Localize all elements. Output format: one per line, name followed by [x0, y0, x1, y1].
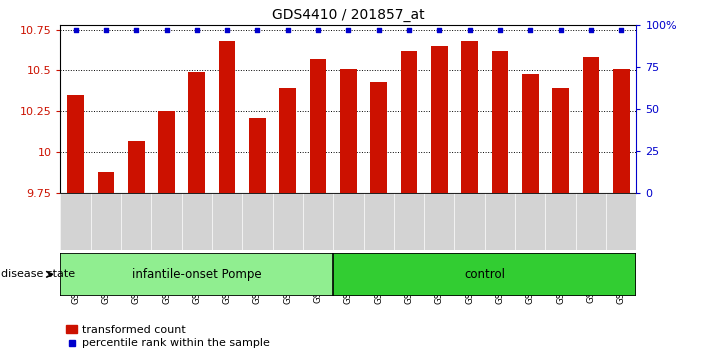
- Point: [494, 27, 506, 33]
- Text: disease state: disease state: [1, 269, 75, 279]
- Bar: [613, 69, 629, 193]
- Point: [555, 27, 566, 33]
- Bar: [401, 51, 417, 193]
- Bar: [97, 172, 114, 193]
- Point: [525, 27, 536, 33]
- Bar: [370, 82, 387, 193]
- Title: GDS4410 / 201857_at: GDS4410 / 201857_at: [272, 8, 424, 22]
- Point: [252, 27, 263, 33]
- Bar: [219, 41, 235, 193]
- Point: [585, 27, 597, 33]
- Point: [434, 27, 445, 33]
- Point: [373, 27, 385, 33]
- Bar: [582, 57, 599, 193]
- Text: control: control: [464, 268, 506, 281]
- Bar: [333, 253, 636, 296]
- Point: [282, 27, 294, 33]
- Bar: [522, 74, 539, 193]
- Bar: [68, 95, 84, 193]
- Bar: [461, 41, 478, 193]
- Bar: [158, 111, 175, 193]
- Point: [70, 27, 81, 33]
- Point: [131, 27, 142, 33]
- Bar: [310, 59, 326, 193]
- Point: [100, 27, 112, 33]
- Bar: [340, 69, 357, 193]
- Point: [343, 27, 354, 33]
- Point: [161, 27, 172, 33]
- Bar: [188, 72, 205, 193]
- Bar: [279, 88, 296, 193]
- Bar: [552, 88, 569, 193]
- Point: [191, 27, 203, 33]
- Bar: [431, 46, 448, 193]
- Bar: [60, 253, 333, 296]
- Bar: [128, 141, 144, 193]
- Point: [221, 27, 232, 33]
- Point: [616, 27, 627, 33]
- Legend: transformed count, percentile rank within the sample: transformed count, percentile rank withi…: [66, 325, 269, 348]
- Text: infantile-onset Pompe: infantile-onset Pompe: [132, 268, 262, 281]
- Bar: [491, 51, 508, 193]
- Point: [312, 27, 324, 33]
- Point: [403, 27, 415, 33]
- Bar: [249, 118, 266, 193]
- Point: [464, 27, 476, 33]
